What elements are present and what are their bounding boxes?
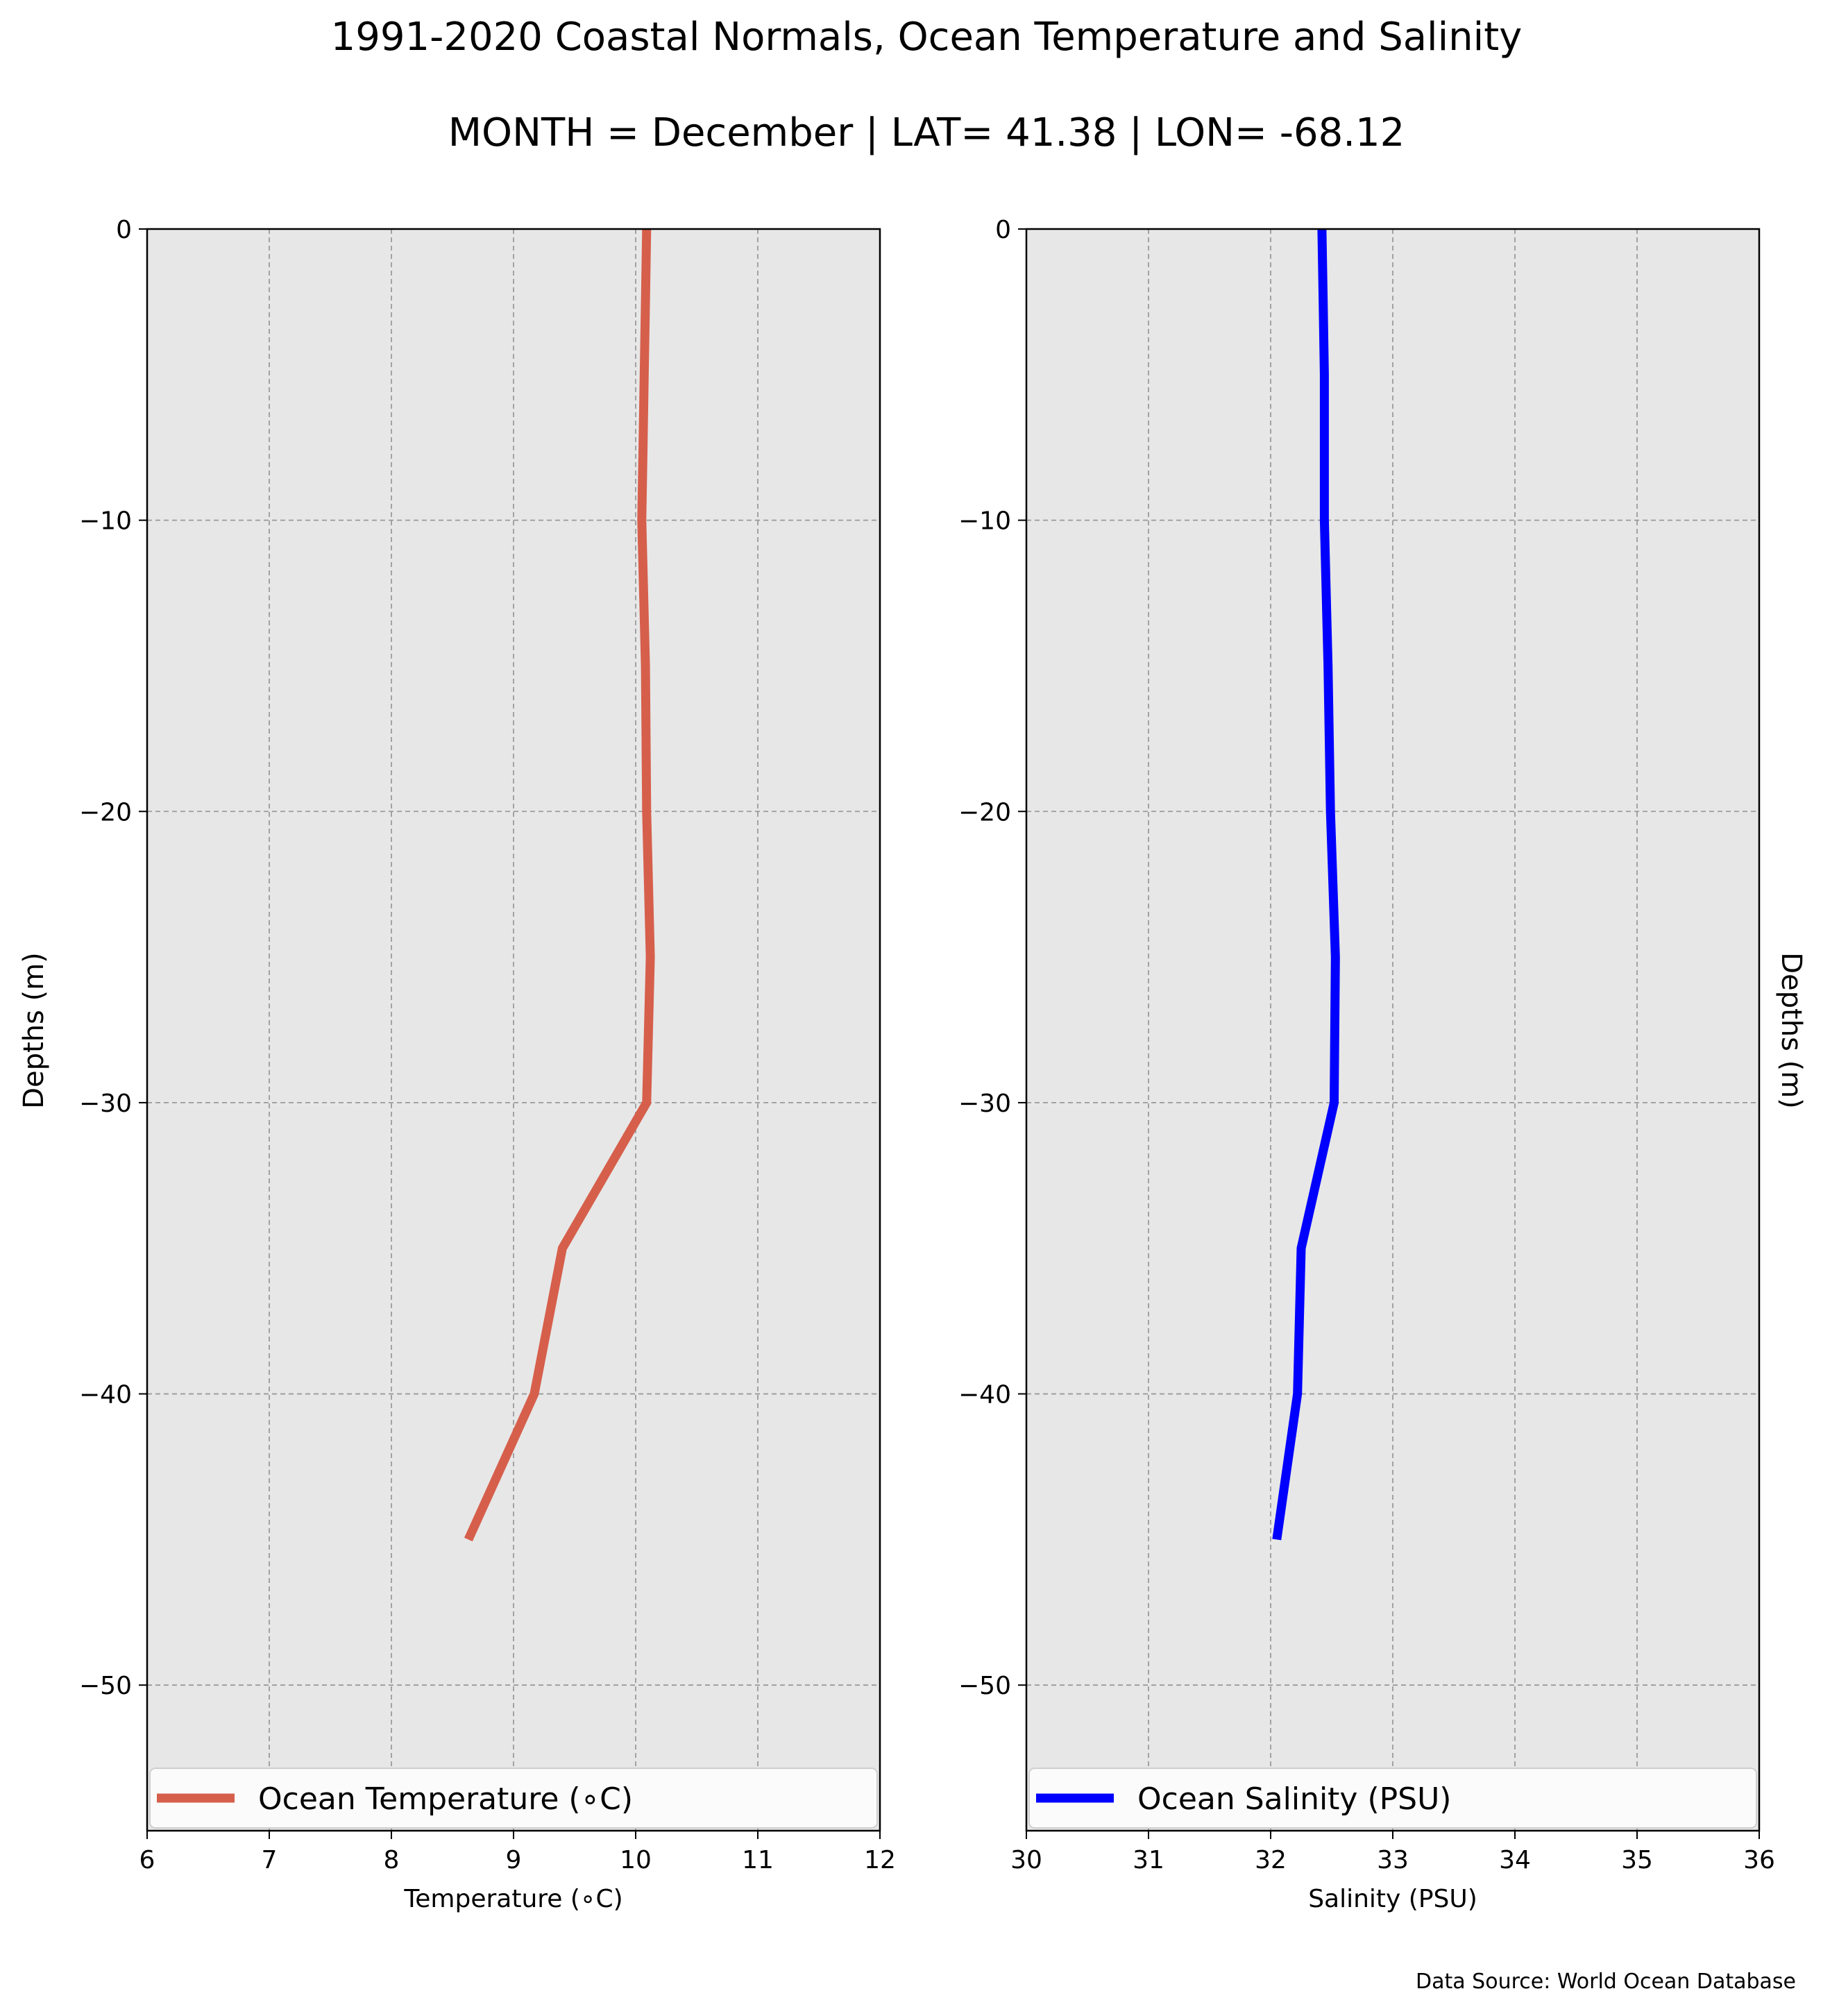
salinity-legend-label: Ocean Salinity (PSU) (1137, 1781, 1451, 1817)
salinity-x-tick-label-1: 31 (1133, 1846, 1164, 1874)
temperature-panel: Ocean Temperature (∘C) 6 7 8 9 10 11 12 0 −10 −20 −… (79, 216, 896, 1913)
temperature-x-tick-label-1: 7 (262, 1846, 278, 1874)
figure-title: 1991-2020 Coastal Normals, Ocean Tempera… (331, 15, 1523, 60)
temperature-x-tick-label-3: 9 (506, 1846, 522, 1874)
temperature-x-tick-label-6: 12 (864, 1846, 896, 1874)
temperature-x-axis-label: Temperature (∘C) (403, 1885, 622, 1913)
salinity-panel: Ocean Salinity (PSU) 30 31 32 33 34 35 36 0 −10 −2… (958, 216, 1775, 1913)
temperature-legend-label: Ocean Temperature (∘C) (258, 1781, 633, 1817)
salinity-series-line (1272, 228, 1340, 1541)
temperature-y-tick-label-5: −50 (79, 1672, 132, 1700)
salinity-legend-box (1028, 1768, 1757, 1829)
salinity-x-tick-label-4: 34 (1499, 1846, 1531, 1874)
salinity-x-tick-label-2: 32 (1255, 1846, 1287, 1874)
temperature-series-line (464, 228, 655, 1542)
right-y-axis-label: Depths (m) (1775, 952, 1807, 1109)
salinity-x-tick-label-0: 30 (1010, 1846, 1042, 1874)
salinity-y-tick-label-3: −30 (958, 1090, 1011, 1118)
temperature-y-tick-label-3: −30 (79, 1090, 132, 1118)
salinity-x-tick-label-6: 36 (1743, 1846, 1775, 1874)
salinity-x-tick-label-5: 35 (1621, 1846, 1653, 1874)
salinity-y-tick-label-2: −20 (958, 798, 1011, 827)
temperature-x-tick-label-0: 6 (139, 1846, 155, 1874)
figure-subtitle: MONTH = December | LAT= 41.38 | LON= -68… (448, 110, 1405, 155)
salinity-y-tick-label-0: 0 (995, 216, 1011, 244)
temperature-legend: Ocean Temperature (∘C) (149, 1768, 878, 1829)
left-y-axis-label: Depths (m) (18, 952, 50, 1109)
data-source-note: Data Source: World Ocean Database (1416, 1970, 1796, 1994)
temperature-legend-box (149, 1768, 878, 1829)
salinity-y-tick-label-4: −40 (958, 1381, 1011, 1409)
temperature-x-tick-label-4: 10 (620, 1846, 652, 1874)
temperature-y-tick-label-2: −20 (79, 798, 132, 827)
temperature-y-tick-label-4: −40 (79, 1381, 132, 1409)
temperature-x-tick-label-2: 8 (384, 1846, 400, 1874)
temperature-y-tick-label-0: 0 (116, 216, 132, 244)
salinity-legend: Ocean Salinity (PSU) (1028, 1768, 1757, 1829)
temperature-x-tick-label-5: 11 (742, 1846, 774, 1874)
salinity-y-tick-label-1: −10 (958, 507, 1011, 536)
salinity-x-axis-label: Salinity (PSU) (1308, 1885, 1477, 1913)
salinity-x-tick-label-3: 33 (1377, 1846, 1409, 1874)
salinity-y-tick-label-5: −50 (958, 1672, 1011, 1700)
temperature-y-tick-label-1: −10 (79, 507, 132, 536)
